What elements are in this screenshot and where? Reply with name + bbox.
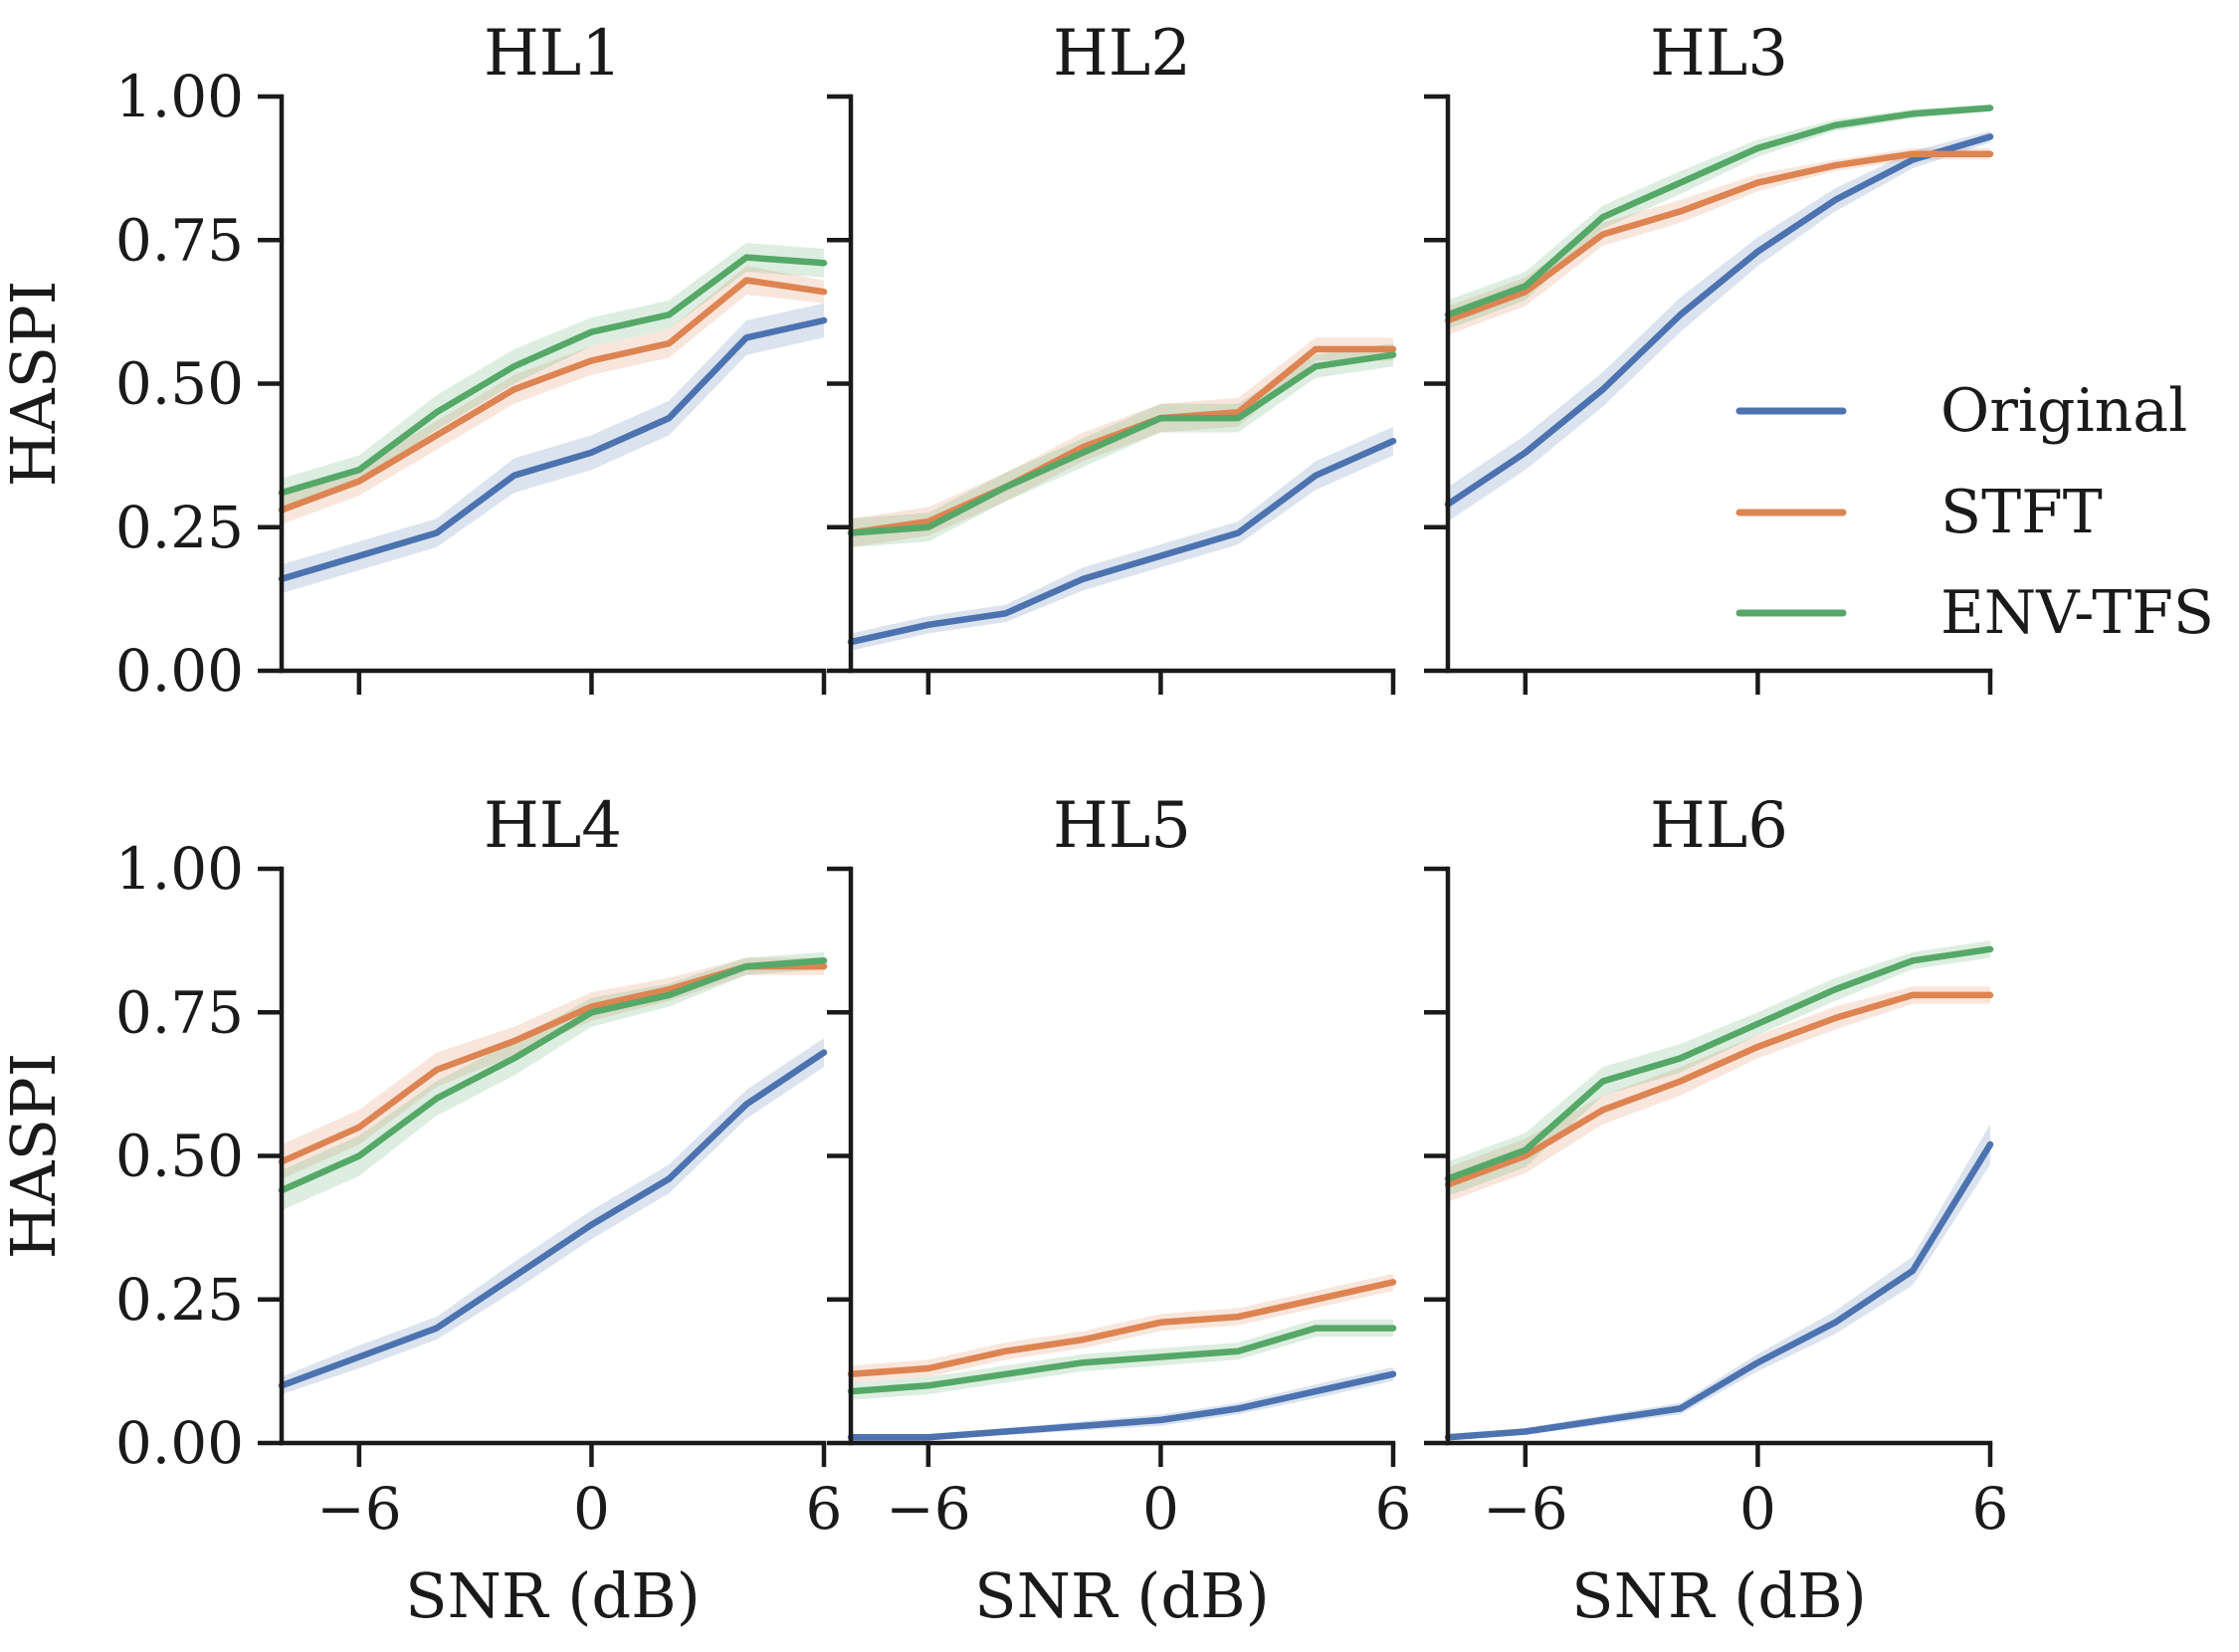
panel-hl2: HL2 — [827, 17, 1397, 695]
x-tick-label: −6 — [316, 1475, 402, 1543]
ci-band-original — [1448, 130, 1990, 521]
series-line-original — [847, 1370, 1397, 1441]
y-tick-label: 0.75 — [115, 206, 244, 274]
panel-hl3: HL3 — [1424, 17, 1994, 695]
ci-band-original — [1448, 1124, 1990, 1441]
panel-hl1: HL1 0.00 0.25 0.50 0.75 1.00 HASPI — [0, 17, 828, 705]
ci-band-original — [282, 1038, 824, 1394]
series-line-original — [847, 437, 1397, 646]
series-line-env-tfs — [847, 1325, 1397, 1395]
series-line-env-tfs — [1444, 945, 1994, 1182]
series-line-env-tfs — [278, 254, 828, 497]
x-axis-title: SNR (dB) — [405, 1559, 701, 1632]
series-line-original — [1444, 133, 1994, 508]
series-line-original — [1444, 1140, 1994, 1441]
panel-hl4: HL4 0.00 0.25 0.50 0.75 1.00 −6 0 6 SNR (dB) HASPI — [0, 789, 842, 1632]
ci-band-env-tfs — [1448, 940, 1990, 1196]
ci-band-stft — [1448, 986, 1990, 1202]
y-tick-label: 0.25 — [115, 1266, 244, 1334]
legend-label-original: Original — [1940, 376, 2187, 446]
ci-band-original — [282, 303, 824, 594]
x-axis-title: SNR (dB) — [1571, 1559, 1867, 1632]
y-tick-label: 0.25 — [115, 494, 244, 561]
panel-title: HL3 — [1650, 17, 1788, 91]
series-line-stft — [278, 277, 828, 514]
series-line-stft — [847, 1279, 1397, 1378]
x-tick-label: 6 — [1972, 1475, 2009, 1543]
ci-band-env-tfs — [282, 951, 824, 1211]
ci-band-env-tfs — [282, 243, 824, 508]
series-line-original — [278, 316, 828, 582]
series-line-env-tfs — [847, 351, 1397, 536]
legend: Original STFT ENV-TFS — [1735, 376, 2214, 648]
y-tick-label: 1.00 — [115, 835, 244, 903]
panel-title: HL6 — [1650, 789, 1788, 863]
y-tick-label: 1.00 — [115, 63, 244, 130]
panel-hl6: HL6 −6 0 6 SNR (dB) — [1424, 789, 2008, 1632]
x-tick-label: 0 — [1739, 1475, 1776, 1543]
panel-title: HL4 — [484, 789, 622, 863]
ci-band-env-tfs — [1448, 104, 1990, 329]
y-tick-label: 0.50 — [115, 350, 244, 418]
x-axis-title: SNR (dB) — [974, 1559, 1270, 1632]
ci-band-stft — [1448, 147, 1990, 335]
x-tick-label: 6 — [806, 1475, 843, 1543]
series-line-env-tfs — [1444, 104, 1994, 318]
y-tick-label: 0.50 — [115, 1123, 244, 1190]
legend-label-stft: STFT — [1940, 478, 2103, 547]
x-tick-label: −6 — [886, 1475, 971, 1543]
legend-label-env-tfs: ENV-TFS — [1940, 578, 2214, 648]
x-tick-label: 0 — [573, 1475, 610, 1543]
y-tick-label: 0.00 — [115, 637, 244, 705]
panel-title: HL1 — [484, 17, 622, 91]
x-tick-label: 6 — [1375, 1475, 1412, 1543]
panel-title: HL5 — [1053, 789, 1191, 863]
y-tick-label: 0.00 — [115, 1409, 244, 1477]
series-line-stft — [1444, 991, 1994, 1188]
panel-hl5: HL5 −6 0 6 SNR (dB) — [827, 789, 1411, 1632]
series-line-original — [278, 1049, 828, 1389]
x-tick-label: 0 — [1142, 1475, 1179, 1543]
series-line-stft — [1444, 150, 1994, 324]
series-line-env-tfs — [278, 957, 828, 1194]
y-tick-label: 0.75 — [115, 978, 244, 1046]
x-tick-label: −6 — [1483, 1475, 1568, 1543]
panel-title: HL2 — [1053, 17, 1191, 91]
y-axis-title: HASPI — [0, 1053, 70, 1260]
ci-band-stft — [282, 266, 824, 524]
y-axis-title: HASPI — [0, 281, 70, 488]
